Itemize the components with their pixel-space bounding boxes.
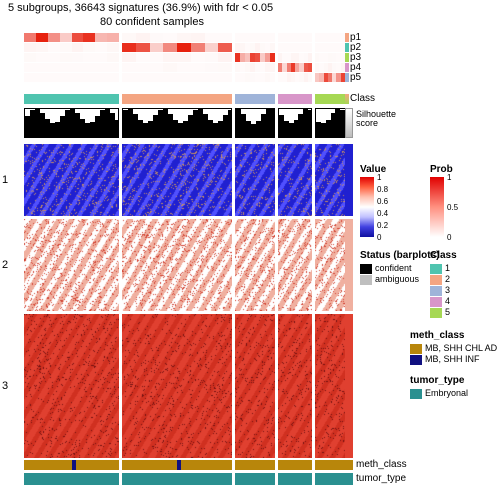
- meth-legend: meth_class MB, SHH CHL ADMB, SHH INF: [410, 330, 497, 365]
- status-legend: Status (barplots) confidentambiguous: [360, 250, 439, 285]
- class-legend: Class 12345: [430, 250, 457, 318]
- prob-gradient: [430, 177, 444, 237]
- subtitle: 80 confident samples: [100, 16, 204, 28]
- main-title: 5 subgroups, 36643 signatures (36.9%) wi…: [8, 2, 273, 14]
- value-legend: Value 10.80.60.40.20: [360, 164, 398, 237]
- prob-legend: Prob 10.50: [430, 164, 464, 237]
- tumor-legend: tumor_type Embryonal: [410, 375, 468, 399]
- value-gradient: [360, 177, 374, 237]
